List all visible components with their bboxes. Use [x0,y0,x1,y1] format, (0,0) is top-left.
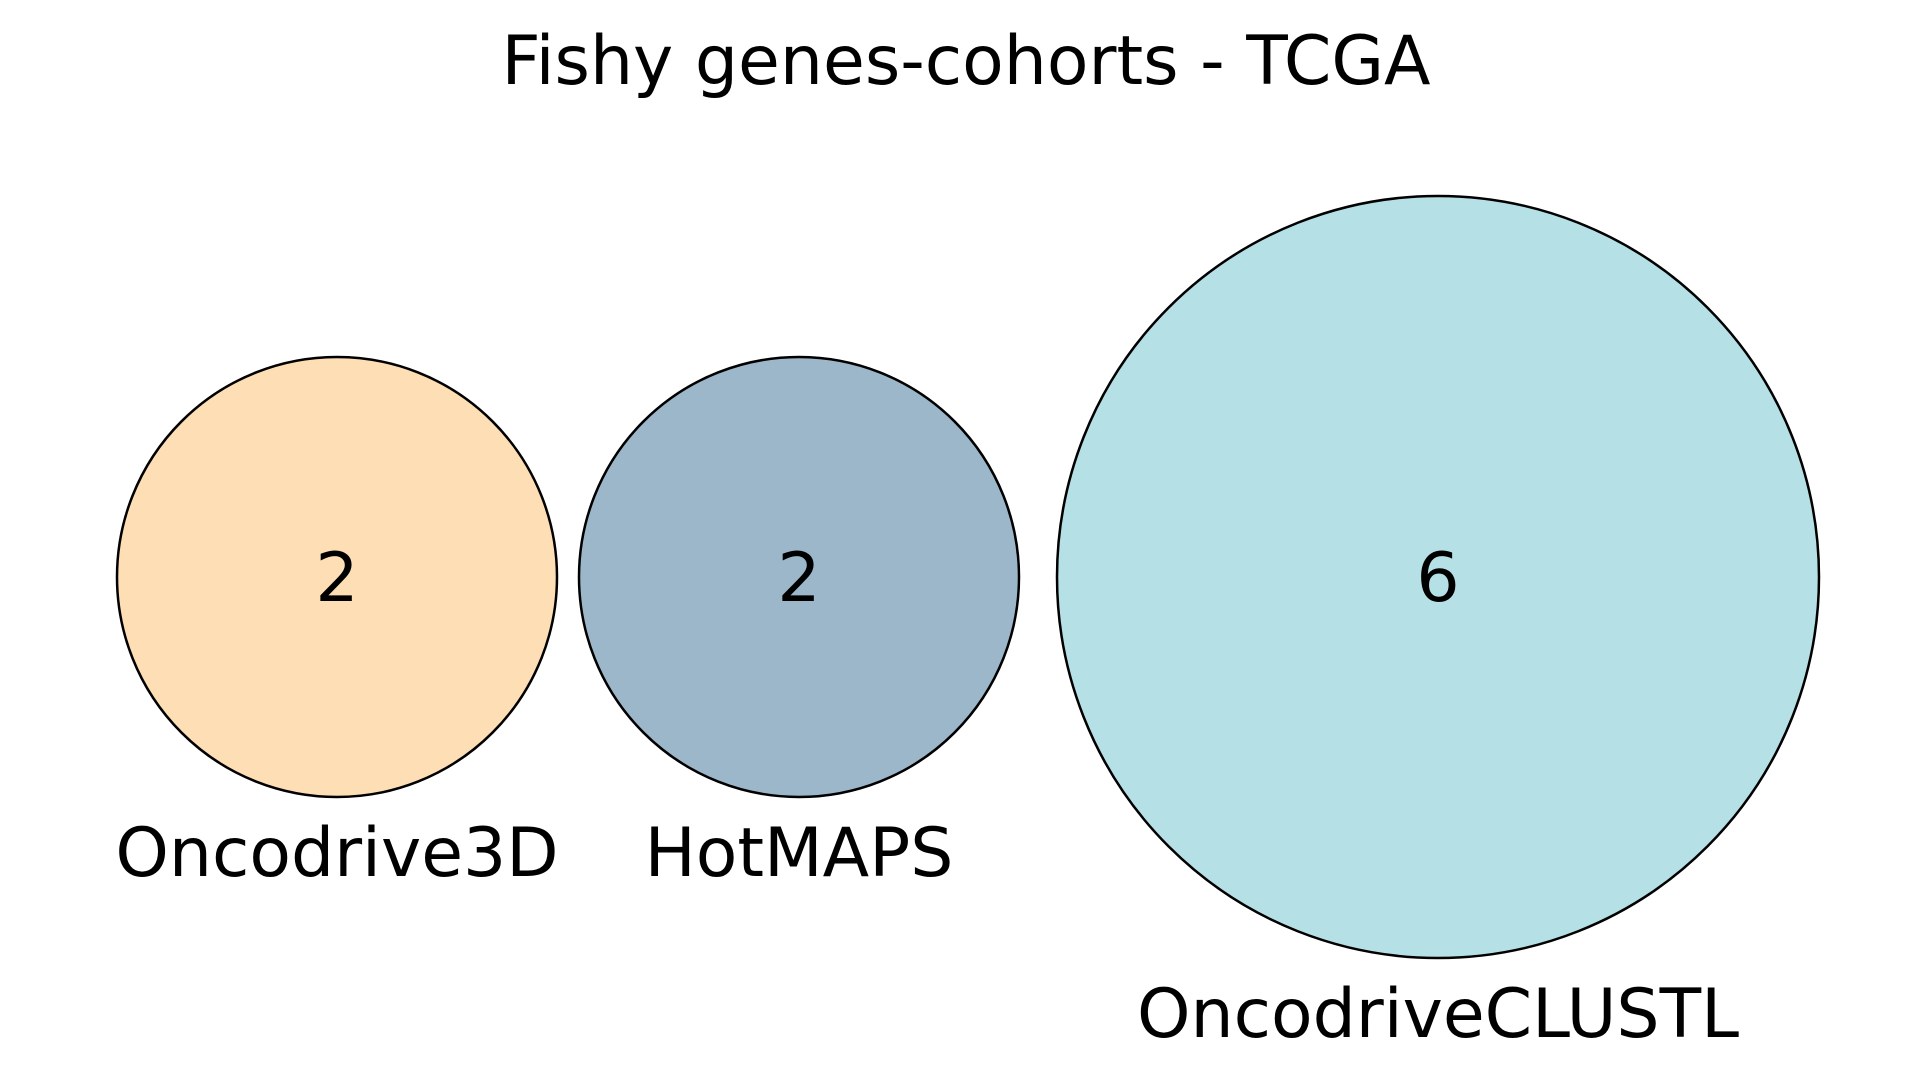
set-count-oncodriveclustl: 6 [1416,539,1459,618]
diagram-title: Fishy genes-cohorts - TCGA [501,22,1430,101]
set-oncodriveclustl: 6 OncodriveCLUSTL [1055,194,1821,1054]
set-circle-oncodriveclustl [1055,194,1821,960]
set-count-hotmaps: 2 [777,539,820,618]
set-count-oncodrive3d: 2 [315,539,358,618]
set-label-hotmaps: HotMAPS [645,814,954,893]
set-label-oncodriveclustl: OncodriveCLUSTL [1137,975,1739,1054]
set-label-oncodrive3d: Oncodrive3D [115,814,558,893]
set-circle-hotmaps [577,355,1021,799]
set-oncodrive3d: 2 Oncodrive3D [115,355,559,893]
set-circle-oncodrive3d [115,355,559,799]
set-hotmaps: 2 HotMAPS [577,355,1021,893]
